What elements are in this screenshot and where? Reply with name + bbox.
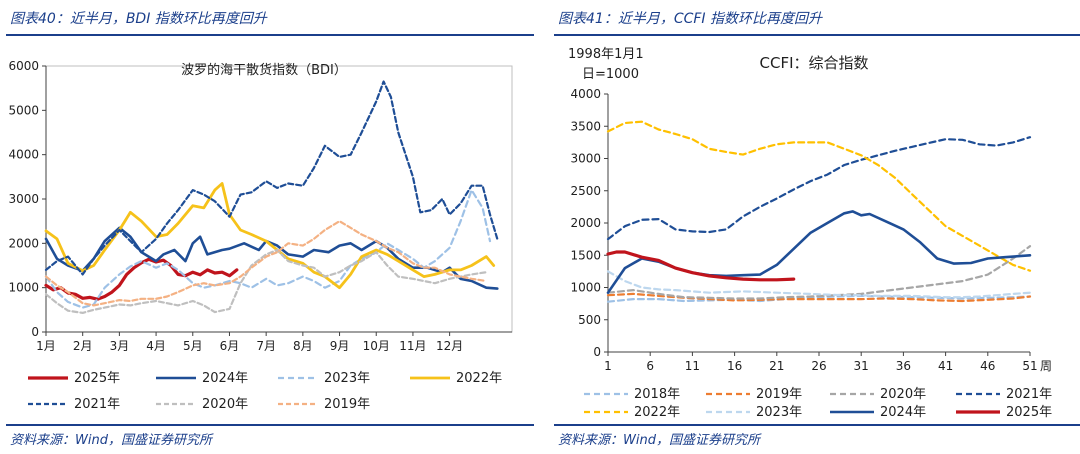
series-line-2025年 xyxy=(606,250,796,282)
legend-label: 2023年 xyxy=(756,405,802,420)
figure-title: 图表41：近半月，CCFI 指数环比再度回升 xyxy=(558,11,822,27)
x-tick-label: 1 xyxy=(604,359,612,373)
series-line-2021年 xyxy=(44,80,499,276)
base-note: 1998年1月1 xyxy=(568,47,644,62)
series-line-2025年 xyxy=(44,257,239,301)
x-tick-label: 36 xyxy=(896,359,911,373)
x-tick-label: 41 xyxy=(938,359,953,373)
source-note: 资料来源：Wind，国盛证券研究所 xyxy=(10,433,212,448)
y-tick-label: 1000 xyxy=(570,281,601,295)
x-tick-label: 6月 xyxy=(220,339,240,353)
x-unit-label: 周 xyxy=(1040,359,1052,373)
x-tick-label: 46 xyxy=(980,359,995,373)
x-tick-label: 11月 xyxy=(399,339,426,353)
bdi-chart: 0 1000 2000 3000 4000 5000 6000 1月 2月 3月 4月 5月 6月 7月 8… xyxy=(8,59,513,412)
chart-title: 波罗的海干散货指数（BDI） xyxy=(181,62,347,78)
plot-frame xyxy=(608,94,1030,352)
x-tick-label: 4月 xyxy=(146,339,166,353)
legend-label: 2025年 xyxy=(1006,405,1052,420)
y-tick-label: 0 xyxy=(31,325,39,339)
y-tick-label: 1500 xyxy=(570,248,601,262)
y-tick-label: 3000 xyxy=(8,192,39,206)
x-tick-label: 5月 xyxy=(183,339,203,353)
base-note: 日=1000 xyxy=(582,67,639,82)
x-tick-label: 16 xyxy=(727,359,742,373)
series-line-2024年 xyxy=(44,226,499,290)
x-tick-label: 11 xyxy=(685,359,700,373)
legend-label: 2021年 xyxy=(1006,387,1052,402)
legend-label: 2019年 xyxy=(324,397,370,412)
legend-label: 2023年 xyxy=(324,371,370,386)
x-tick-label: 10月 xyxy=(363,339,390,353)
legend-label: 2021年 xyxy=(74,397,120,412)
legend-label: 2019年 xyxy=(756,387,802,402)
y-tick-label: 4000 xyxy=(8,148,39,162)
legend-label: 2024年 xyxy=(202,371,248,386)
y-tick-label: 2000 xyxy=(570,216,601,230)
x-tick-label: 26 xyxy=(811,359,826,373)
left-panel: 图表40：近半月，BDI 指数环比再度回升 0 1000 2000 3000 4000 5… xyxy=(6,0,534,454)
chart-title: CCFI：综合指数 xyxy=(760,54,869,72)
series-line-2020年 xyxy=(44,248,488,314)
figure-title: 图表40：近半月，BDI 指数环比再度回升 xyxy=(10,11,267,27)
legend-label: 2018年 xyxy=(634,387,680,402)
y-tick-label: 3500 xyxy=(570,119,601,133)
x-tick-label: 9月 xyxy=(330,339,350,353)
x-tick-label: 12月 xyxy=(436,339,463,353)
legend-label: 2024年 xyxy=(880,405,926,420)
series-line-2019年 xyxy=(44,220,488,307)
x-tick-label: 31 xyxy=(854,359,869,373)
x-tick-label: 3月 xyxy=(110,339,130,353)
series-line-2020年 xyxy=(606,245,1032,300)
legend-label: 2020年 xyxy=(880,387,926,402)
y-tick-label: 4000 xyxy=(570,87,601,101)
source-rule xyxy=(554,424,1080,426)
y-tick-label: 0 xyxy=(593,345,601,359)
legend-label: 2020年 xyxy=(202,397,248,412)
title-rule xyxy=(6,34,534,36)
series-line-2022年 xyxy=(606,120,1032,272)
legend-label: 2022年 xyxy=(634,405,680,420)
y-tick-label: 500 xyxy=(578,313,601,327)
x-tick-label: 8月 xyxy=(293,339,313,353)
x-tick-label: 2月 xyxy=(73,339,93,353)
title-rule xyxy=(554,34,1080,36)
series-line-2023年 xyxy=(606,270,1032,299)
x-tick-label: 1月 xyxy=(36,339,56,353)
source-rule xyxy=(6,424,534,426)
y-tick-label: 5000 xyxy=(8,103,39,117)
x-tick-label: 6 xyxy=(646,359,654,373)
series-line-2021年 xyxy=(606,136,1032,241)
y-tick-label: 3000 xyxy=(570,152,601,166)
x-tick-label: 21 xyxy=(769,359,784,373)
right-panel: 图表41：近半月，CCFI 指数环比再度回升 0 500 1000 1500 2000 2… xyxy=(554,0,1080,454)
y-tick-label: 2500 xyxy=(570,184,601,198)
y-tick-label: 1000 xyxy=(8,281,39,295)
legend-label: 2022年 xyxy=(456,371,502,386)
y-tick-label: 2000 xyxy=(8,236,39,250)
x-tick-label: 7月 xyxy=(256,339,276,353)
y-tick-label: 6000 xyxy=(8,59,39,73)
source-note: 资料来源：Wind，国盛证券研究所 xyxy=(558,433,760,448)
series-line-2022年 xyxy=(44,182,496,290)
legend-label: 2025年 xyxy=(74,371,120,386)
x-tick-label: 51 xyxy=(1022,359,1037,373)
